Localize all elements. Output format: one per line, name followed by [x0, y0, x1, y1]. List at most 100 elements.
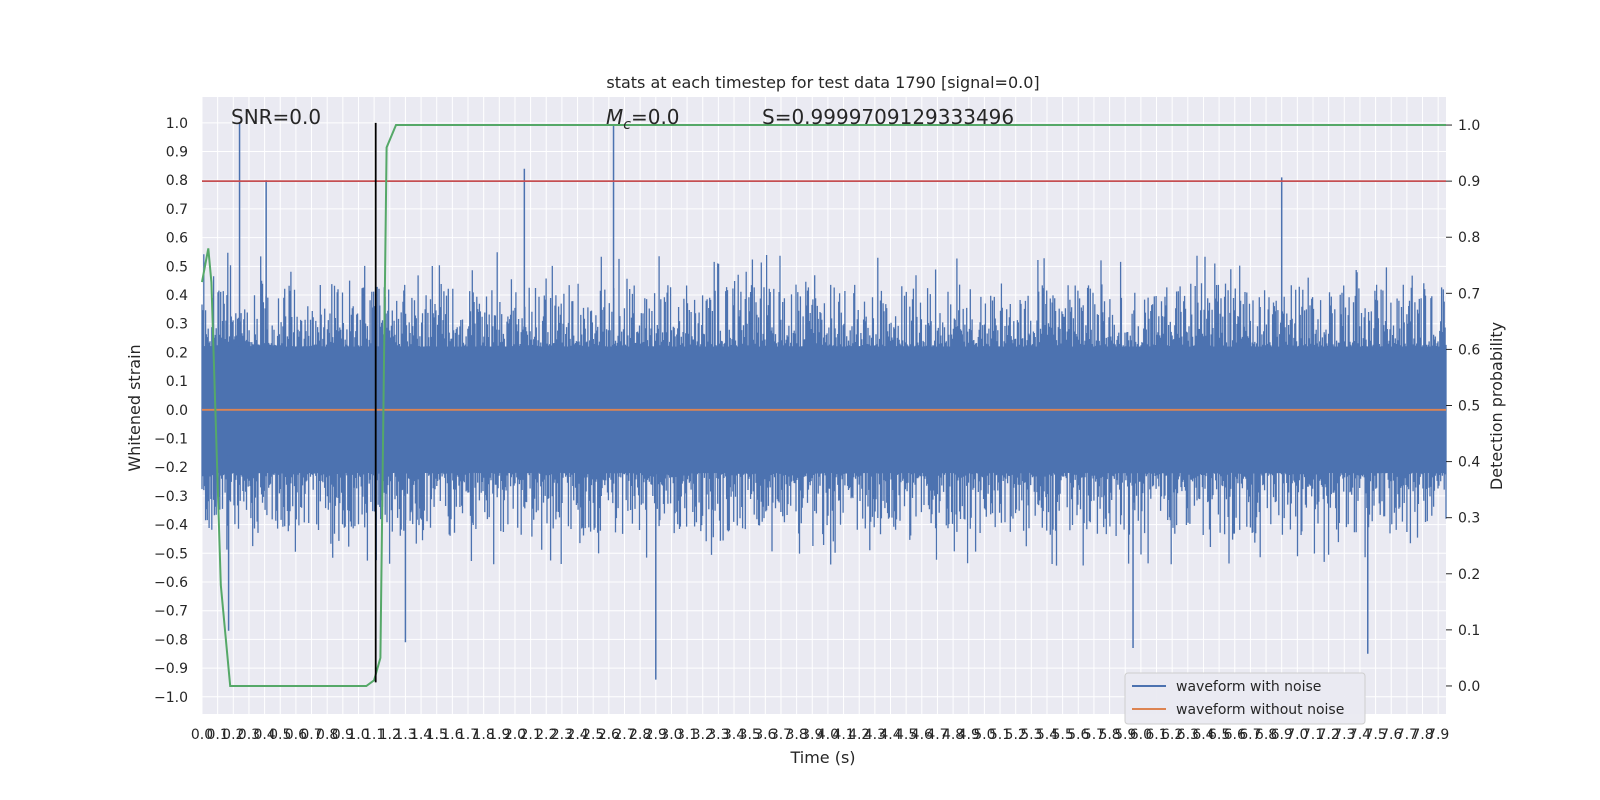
right-y-tick-label: 0.1 [1458, 623, 1480, 639]
x-tick-label: 5.6 [1067, 727, 1089, 743]
x-tick-label: 0.5 [269, 727, 291, 743]
y-tick-label: −0.8 [154, 632, 188, 648]
x-tick-label: 2.9 [645, 727, 667, 743]
x-tick-label: 6.9 [1271, 727, 1293, 743]
x-tick-label: 7.2 [1318, 727, 1340, 743]
x-tick-label: 5.5 [1051, 727, 1073, 743]
right-y-tick-label: 0.5 [1458, 399, 1480, 415]
x-tick-label: 6.0 [1130, 727, 1152, 743]
x-tick-label: 2.8 [629, 727, 651, 743]
x-tick-label: 3.9 [801, 727, 823, 743]
x-tick-label: 7.5 [1364, 727, 1386, 743]
x-tick-label: 3.5 [739, 727, 761, 743]
x-tick-label: 4.9 [958, 727, 980, 743]
right-y-tick-label: 0.0 [1458, 679, 1480, 695]
x-tick-label: 5.8 [1098, 727, 1120, 743]
x-tick-label: 2.2 [535, 727, 557, 743]
x-tick-label: 5.2 [1005, 727, 1027, 743]
x-tick-label: 6.1 [1145, 727, 1167, 743]
y-axis-ticks: 1.0 0.9 0.8 0.7 0.6 0.5 0.4 0.3 0.2 0.1 0.0 −0.1 −0.… [154, 116, 188, 706]
x-tick-label: 5.3 [1020, 727, 1042, 743]
overlay-lines [201, 122, 1446, 687]
right-y-tick-label: 0.8 [1458, 230, 1480, 246]
x-tick-label: 0.7 [300, 727, 322, 743]
y-tick-label: −0.7 [154, 604, 188, 620]
snr-annotation: SNR=0.0 [231, 105, 321, 129]
y-tick-label: −0.6 [154, 575, 188, 591]
x-tick-label: 1.0 [347, 727, 369, 743]
x-tick-label: 2.0 [504, 727, 526, 743]
x-tick-label: 0.1 [207, 727, 229, 743]
y-tick-label: 0.7 [166, 202, 188, 218]
x-tick-label: 5.1 [989, 727, 1011, 743]
y-tick-label: −0.1 [154, 432, 188, 448]
x-tick-label: 1.6 [441, 727, 463, 743]
y-tick-label: 0.0 [166, 403, 188, 419]
x-tick-label: 2.5 [582, 727, 604, 743]
y-tick-label: −0.3 [154, 489, 188, 505]
x-tick-label: 5.9 [1114, 727, 1136, 743]
x-tick-label: 4.3 [864, 727, 886, 743]
x-axis-ticks: 0.00.10.20.30.40.50.60.70.80.91.01.11.21… [191, 727, 1449, 743]
x-tick-label: 4.5 [895, 727, 917, 743]
x-tick-label: 3.2 [692, 727, 714, 743]
x-tick-label: 4.6 [911, 727, 933, 743]
x-tick-label: 7.8 [1411, 727, 1433, 743]
y-tick-label: 0.6 [166, 231, 188, 247]
x-tick-label: 6.4 [1192, 727, 1214, 743]
x-tick-label: 1.5 [426, 727, 448, 743]
x-tick-label: 7.4 [1349, 727, 1371, 743]
x-tick-label: 1.4 [410, 727, 432, 743]
x-tick-label: 6.6 [1224, 727, 1246, 743]
right-y-tick-label: 0.7 [1458, 286, 1480, 302]
score-annotation: S=0.9999709129333496 [762, 105, 1014, 129]
x-tick-label: 7.9 [1427, 727, 1449, 743]
noisy-waveform-series [201, 122, 1447, 680]
chirp-mass-value: =0.0 [631, 105, 680, 129]
x-tick-label: 3.6 [754, 727, 776, 743]
y-tick-label: −0.4 [154, 518, 188, 534]
x-tick-label: 0.2 [222, 727, 244, 743]
chirp-mass-symbol: M [606, 105, 623, 129]
right-y-tick-label: 0.9 [1458, 174, 1480, 190]
y-tick-label: 0.5 [166, 259, 188, 275]
right-y-tick-label: 0.2 [1458, 567, 1480, 583]
y-tick-label: −0.2 [154, 460, 188, 476]
legend-label-clean: waveform without noise [1176, 702, 1344, 718]
y-tick-label: −1.0 [154, 690, 188, 706]
y-tick-label: 0.4 [166, 288, 188, 304]
x-tick-label: 1.9 [488, 727, 510, 743]
x-tick-label: 4.1 [832, 727, 854, 743]
chart-title: stats at each timestep for test data 179… [606, 73, 1039, 92]
y-tick-label: −0.9 [154, 661, 188, 677]
x-tick-label: 4.8 [942, 727, 964, 743]
x-tick-label: 3.4 [723, 727, 745, 743]
legend-label-noise: waveform with noise [1176, 679, 1321, 695]
x-tick-label: 7.3 [1333, 727, 1355, 743]
y-tick-label: 0.9 [166, 145, 188, 161]
x-tick-label: 2.3 [551, 727, 573, 743]
x-tick-label: 3.8 [785, 727, 807, 743]
noisy-waveform-core [202, 346, 1446, 456]
x-tick-label: 4.0 [817, 727, 839, 743]
legend: waveform with noise waveform without noi… [1124, 672, 1366, 725]
x-tick-label: 0.6 [285, 727, 307, 743]
right-y-tick-label: 0.6 [1458, 342, 1480, 358]
right-y-tick-label: 0.4 [1458, 455, 1480, 471]
x-tick-label: 3.3 [707, 727, 729, 743]
y-tick-label: 0.8 [166, 173, 188, 189]
x-tick-label: 0.3 [238, 727, 260, 743]
x-tick-label: 7.6 [1380, 727, 1402, 743]
x-axis-label: Time (s) [789, 748, 855, 767]
x-tick-label: 6.3 [1177, 727, 1199, 743]
right-y-tick-label: 0.3 [1458, 511, 1480, 527]
x-tick-label: 1.7 [457, 727, 479, 743]
x-tick-label: 5.7 [1083, 727, 1105, 743]
x-tick-label: 6.2 [1161, 727, 1183, 743]
x-tick-label: 0.0 [191, 727, 213, 743]
x-tick-label: 7.0 [1286, 727, 1308, 743]
x-tick-label: 2.4 [566, 727, 588, 743]
y-tick-label: 1.0 [166, 116, 188, 132]
y-axis-label: Whitened strain [125, 344, 144, 471]
